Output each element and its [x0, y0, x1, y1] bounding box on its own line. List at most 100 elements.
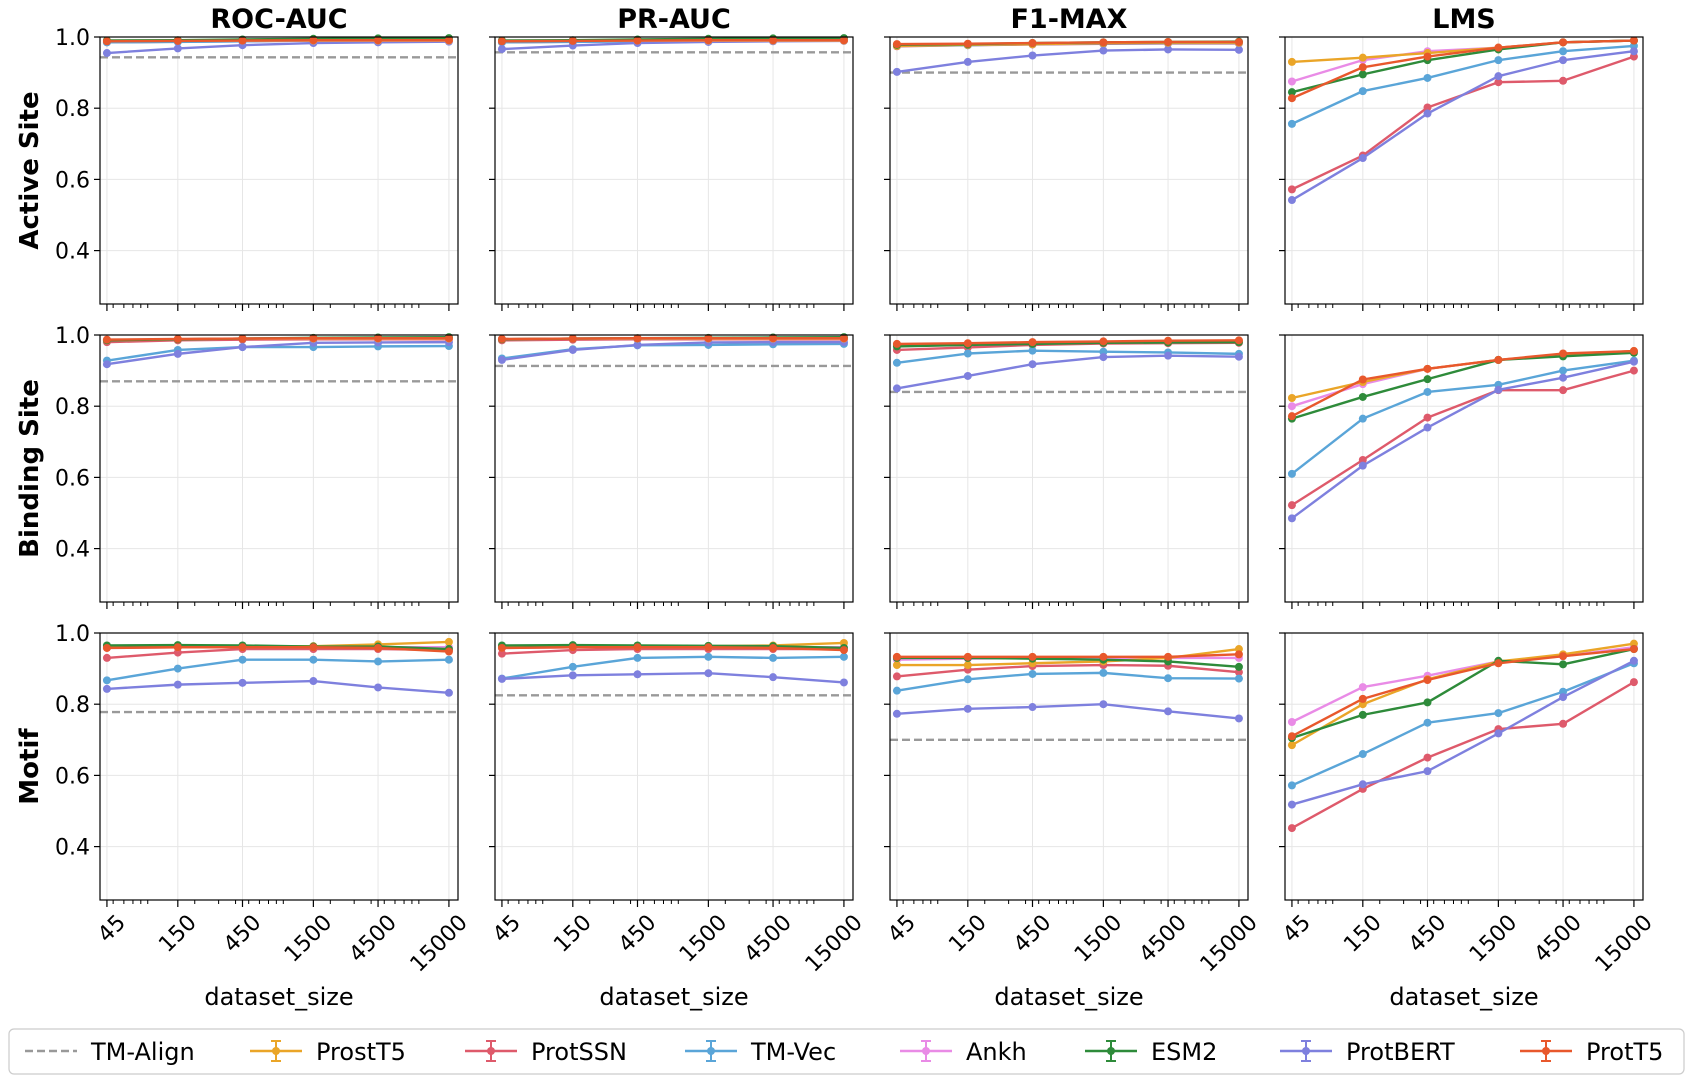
series-protbert — [892, 700, 1243, 723]
series-tm-vec — [1287, 659, 1638, 790]
data-point-prott5 — [102, 37, 111, 46]
data-point-prott5 — [1028, 338, 1037, 347]
data-point-esm2 — [1358, 710, 1367, 719]
data-point-tm-vec — [1494, 709, 1503, 718]
data-point-tm-vec — [568, 662, 577, 671]
panel-binding-site-roc-auc: 0.4 0.6 0.8 1.0 Binding Site — [15, 324, 459, 609]
data-point-prott5 — [102, 335, 111, 344]
data-point-tm-vec — [444, 655, 453, 664]
data-point-tm-vec — [704, 652, 713, 661]
x-tick-label: 1500 — [1465, 910, 1522, 967]
panel-motif-f1-max: 45 150 450 1500 4500 15000 dataset_size — [883, 632, 1263, 1011]
data-point-prott5 — [1559, 652, 1568, 661]
data-point-prott5 — [1164, 37, 1173, 46]
legend-label: Ankh — [966, 1038, 1027, 1066]
data-point-prott5 — [1164, 652, 1173, 661]
series-line-ankh — [1291, 349, 1634, 408]
series-prott5 — [497, 334, 848, 343]
data-point-protssn — [1287, 501, 1296, 510]
data-point-prott5 — [374, 643, 383, 652]
data-point-protssn — [497, 649, 506, 658]
data-point-prott5 — [568, 334, 577, 343]
x-tick-label: 1500 — [280, 910, 337, 967]
data-point-protbert — [238, 343, 247, 352]
x-tick-label: 1500 — [675, 910, 732, 967]
data-point-protssn — [892, 672, 901, 681]
series-line-protssn — [1291, 369, 1635, 507]
panel-motif-pr-auc: 45 150 450 1500 4500 15000 dataset_size — [488, 632, 868, 1011]
x-tick-label: 45 — [1278, 910, 1315, 947]
panel-active-site-lms: LMS — [1279, 4, 1644, 311]
panel-frame — [494, 36, 854, 305]
series-line-prott5 — [1291, 349, 1634, 418]
data-point-prott5 — [704, 643, 713, 652]
x-tick-label: 450 — [1009, 910, 1056, 957]
panels-layer: 0.4 0.6 0.8 1.0 ROC-AUC Active Site PR-AUC F1-M… — [15, 4, 1658, 1011]
data-point-protssn — [1629, 678, 1638, 687]
series-prott5 — [102, 334, 453, 344]
x-tick-label: 45 — [93, 910, 130, 947]
data-point-protssn — [1629, 366, 1638, 375]
data-point-protbert — [497, 674, 506, 683]
data-point-protssn — [1423, 753, 1432, 762]
series-prott5 — [1287, 347, 1638, 421]
data-point-prott5 — [1494, 659, 1503, 668]
data-point-protbert — [1559, 693, 1568, 702]
series-prott5 — [1287, 36, 1638, 103]
y-tick-label: 0.4 — [55, 538, 90, 563]
x-tick-label: 15000 — [1591, 910, 1658, 977]
data-point-tm-vec — [633, 653, 642, 662]
series-line-protbert — [896, 48, 1239, 74]
data-point-protbert — [963, 371, 972, 380]
series-protbert — [1287, 47, 1638, 205]
x-tick-label: 4500 — [345, 910, 402, 967]
series-line-protbert — [501, 672, 845, 684]
data-point-protbert — [568, 345, 577, 354]
data-point-prott5 — [309, 643, 318, 652]
series-line-esm2 — [1291, 351, 1634, 420]
panel-binding-site-f1-max — [884, 334, 1249, 609]
data-point-prott5 — [1358, 694, 1367, 703]
panel-motif-lms: 45 150 450 1500 4500 15000 dataset_size — [1278, 632, 1658, 1011]
series-line-protbert — [896, 703, 1240, 720]
data-point-tm-vec — [238, 655, 247, 664]
data-point-esm2 — [1358, 392, 1367, 401]
series-tm-vec — [1287, 356, 1638, 478]
data-point-prott5 — [173, 334, 182, 343]
data-point-protbert — [1423, 423, 1432, 432]
panel-frame — [99, 632, 459, 901]
series-line-prott5 — [501, 39, 844, 43]
data-point-protssn — [102, 653, 111, 662]
data-point-ankh — [1287, 402, 1296, 411]
y-tick-label: 1.0 — [55, 324, 90, 349]
data-point-prott5 — [1287, 412, 1296, 421]
data-point-prott5 — [892, 40, 901, 49]
data-point-protbert — [497, 45, 506, 54]
data-point-protbert — [1494, 72, 1503, 81]
series-line-prott5 — [106, 646, 449, 653]
data-point-protssn — [1358, 455, 1367, 464]
x-axis-label: dataset_size — [994, 983, 1143, 1011]
data-point-prott5 — [1423, 364, 1432, 373]
data-point-prostt5 — [1358, 53, 1367, 62]
data-point-protbert — [839, 678, 848, 687]
legend-label: ProtBERT — [1346, 1038, 1455, 1066]
data-point-esm2 — [1423, 698, 1432, 707]
series-line-tm-vec — [106, 344, 449, 362]
y-tick-label: 0.6 — [55, 466, 90, 491]
data-point-prott5 — [1423, 675, 1432, 684]
data-point-prott5 — [374, 36, 383, 45]
data-point-prott5 — [1358, 63, 1367, 72]
data-point-tm-vec — [1099, 668, 1108, 677]
data-point-prott5 — [1358, 375, 1367, 384]
data-point-prott5 — [633, 643, 642, 652]
data-point-prott5 — [173, 36, 182, 45]
y-tick-label: 0.4 — [55, 240, 90, 265]
data-point-prott5 — [1099, 337, 1108, 346]
x-tick-label: 1500 — [1070, 910, 1127, 967]
data-point-protbert — [1164, 707, 1173, 716]
panel-active-site-pr-auc: PR-AUC — [489, 4, 854, 311]
legend-item-esm2: ESM2 — [1085, 1038, 1217, 1066]
panel-frame — [494, 334, 854, 603]
x-tick-label: 450 — [614, 910, 661, 957]
